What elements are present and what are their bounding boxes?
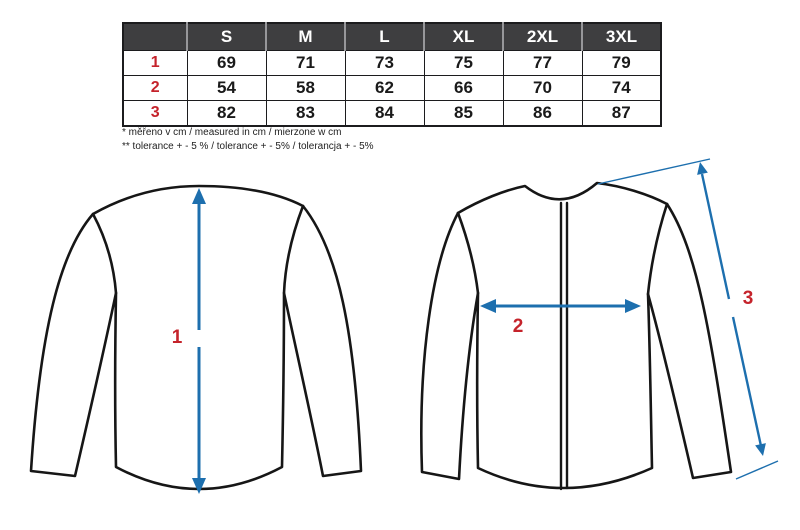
size-value-cell: 79 [581, 50, 662, 76]
table-row: 1 69 71 73 75 77 79 [122, 50, 662, 76]
size-value-cell: 66 [423, 75, 504, 101]
arrow-upright-head-icon [697, 162, 708, 175]
size-value-cell: 71 [265, 50, 346, 76]
front-left-armhole-seam [456, 211, 480, 295]
arrow-down-head-icon [192, 478, 206, 494]
size-column-header: 3XL [581, 22, 662, 51]
arrow-left-head-icon [480, 299, 496, 313]
size-value-cell: 85 [423, 100, 504, 127]
size-value-cell: 73 [344, 50, 425, 76]
size-value-cell: 54 [186, 75, 267, 101]
size-value-cell: 74 [581, 75, 662, 101]
sleeve-arrow-line-lower [731, 316, 763, 447]
chest-width-label: 2 [513, 316, 524, 337]
arrow-right-head-icon [625, 299, 641, 313]
front-silhouette [420, 181, 733, 490]
size-value-cell: 86 [502, 100, 583, 127]
size-value-cell: 62 [344, 75, 425, 101]
row-number-cell: 2 [122, 75, 188, 101]
size-column-header: 2XL [502, 22, 583, 51]
footnote-measured-in-cm: * měřeno v cm / measured in cm / mierzon… [122, 127, 342, 138]
footnotes: * měřeno v cm / measured in cm / mierzon… [122, 126, 374, 153]
sleeve-extension-line-top [597, 158, 711, 185]
front-right-armhole-seam [646, 202, 669, 296]
table-row: 3 82 83 84 85 86 87 [122, 100, 662, 127]
length-label: 1 [172, 327, 183, 348]
size-column-header: M [265, 22, 346, 51]
garment-back-view [29, 184, 363, 491]
size-value-cell: 70 [502, 75, 583, 101]
sleeve-length-label: 3 [743, 288, 754, 309]
size-value-cell: 75 [423, 50, 504, 76]
back-right-armhole-seam [282, 204, 305, 295]
chest-width-arrow [480, 299, 641, 313]
sleeve-length-arrow [597, 158, 779, 480]
size-value-cell: 69 [186, 50, 267, 76]
size-value-cell: 77 [502, 50, 583, 76]
table-row: 2 54 58 62 66 70 74 [122, 75, 662, 101]
arrow-up-head-icon [192, 188, 206, 204]
row-number-cell: 1 [122, 50, 188, 76]
arrow-downright-head-icon [755, 443, 766, 456]
size-value-cell: 87 [581, 100, 662, 127]
size-value-cell: 84 [344, 100, 425, 127]
size-table: S M L XL 2XL 3XL 1 69 71 73 75 77 79 2 5… [122, 22, 662, 127]
back-left-armhole-seam [91, 212, 118, 295]
size-value-cell: 83 [265, 100, 346, 127]
size-value-cell: 58 [265, 75, 346, 101]
length-measure-arrow [192, 188, 206, 494]
sleeve-arrow-line-upper [700, 173, 731, 300]
row-number-cell: 3 [122, 100, 188, 127]
back-silhouette [29, 184, 363, 491]
footnote-tolerance: ** tolerance + - 5 % / tolerance + - 5% … [122, 140, 374, 152]
garment-front-view [420, 181, 733, 491]
size-column-header: XL [423, 22, 504, 51]
size-value-cell: 82 [186, 100, 267, 127]
sleeve-extension-line-bottom [735, 460, 779, 480]
